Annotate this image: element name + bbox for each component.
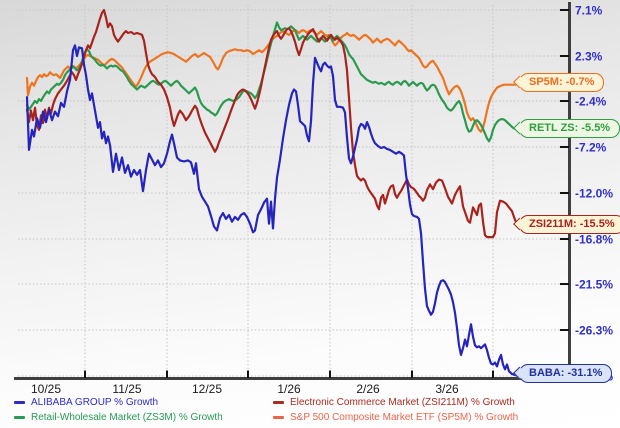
svg-text:3/26: 3/26 <box>435 382 459 396</box>
callout-zsi211m: ZSI211M: -15.5% <box>519 214 620 234</box>
legend-label-sp500: S&P 500 Composite Market ETF (SP5M) % Gr… <box>290 412 519 423</box>
svg-text:-7.2%: -7.2% <box>575 141 607 155</box>
legend-dash-alibaba-icon <box>14 401 25 404</box>
svg-text:11/25: 11/25 <box>112 382 141 396</box>
svg-text:2/26: 2/26 <box>356 382 380 396</box>
legend-dash-sp500-icon <box>273 416 284 419</box>
callout-retl-zs: RETL ZS: -5.5% <box>519 118 620 138</box>
svg-text:10/25: 10/25 <box>31 382 61 396</box>
svg-text:12/25: 12/25 <box>192 382 222 396</box>
callout-retl-zs-label: RETL ZS: -5.5% <box>529 121 611 134</box>
svg-text:-26.3%: -26.3% <box>575 324 613 338</box>
legend-dash-retail-wholesale-icon <box>14 416 25 419</box>
legend-label-electronic-commerce: Electronic Commerce Market (ZSI211M) % G… <box>290 397 515 408</box>
callout-baba-label: BABA: -31.1% <box>529 366 603 379</box>
legend-label-alibaba: ALIBABA GROUP % Growth <box>31 397 159 408</box>
legend-label-retail-wholesale: Retail-Wholesale Market (ZS3M) % Growth <box>31 412 223 423</box>
legend-item-retail-wholesale: Retail-Wholesale Market (ZS3M) % Growth <box>14 412 223 423</box>
svg-text:7.1%: 7.1% <box>575 4 603 18</box>
legend-dash-electronic-commerce-icon <box>273 401 284 404</box>
legend-item-sp500: S&P 500 Composite Market ETF (SP5M) % Gr… <box>273 412 518 423</box>
callout-zsi211m-label: ZSI211M: -15.5% <box>529 217 615 230</box>
svg-text:-21.5%: -21.5% <box>575 278 613 292</box>
legend-item-electronic-commerce: Electronic Commerce Market (ZSI211M) % G… <box>273 397 515 408</box>
svg-text:2.3%: 2.3% <box>575 49 603 63</box>
callout-sp5m-label: SP5M: -0.7% <box>529 75 595 88</box>
callout-baba: BABA: -31.1% <box>519 363 613 383</box>
svg-text:-2.4%: -2.4% <box>575 95 607 109</box>
legend-item-alibaba: ALIBABA GROUP % Growth <box>14 397 158 408</box>
svg-text:1/26: 1/26 <box>277 382 301 396</box>
callout-sp5m: SP5M: -0.7% <box>519 72 605 92</box>
svg-text:-16.8%: -16.8% <box>575 232 613 246</box>
svg-text:-12.0%: -12.0% <box>575 186 613 200</box>
